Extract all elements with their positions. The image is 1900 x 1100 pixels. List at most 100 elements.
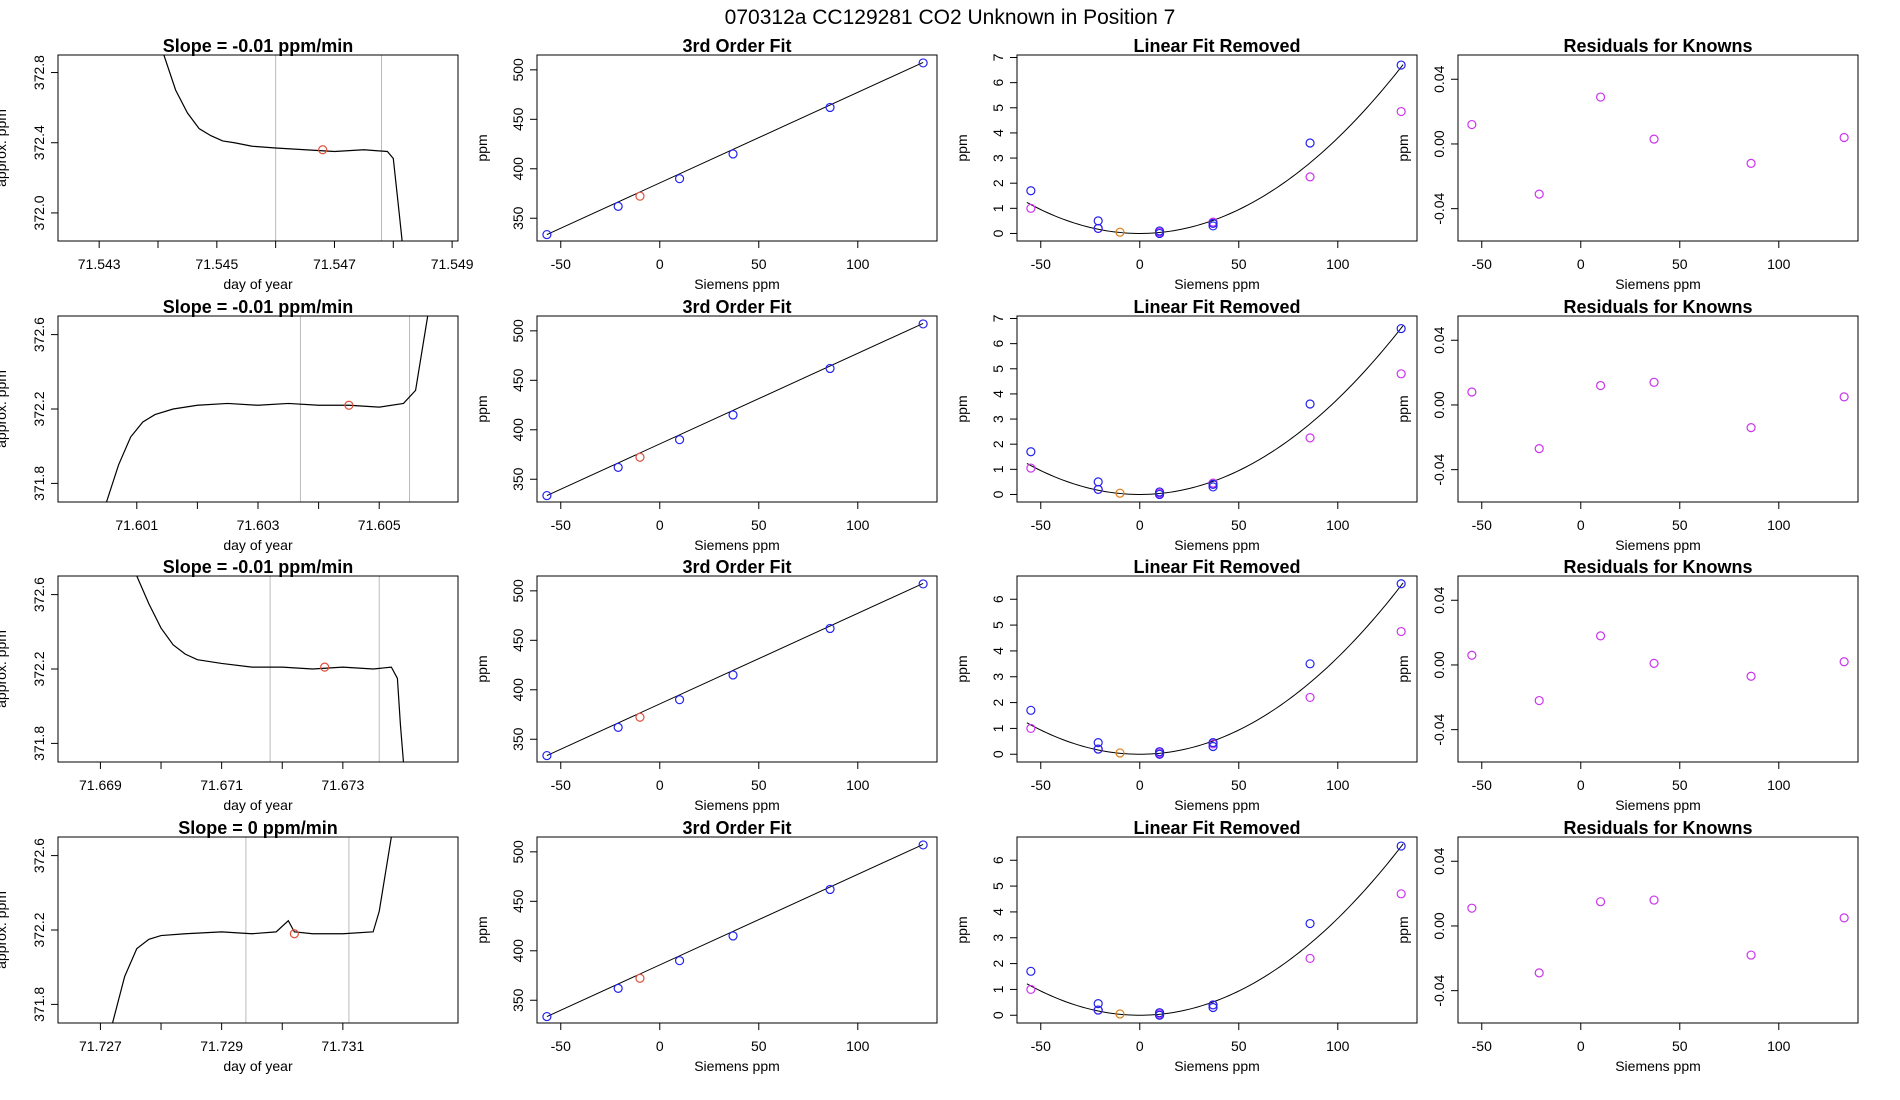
known-point xyxy=(1093,1005,1103,1015)
y-axis-label: ppm xyxy=(1395,655,1411,682)
y-tick-label: 0.04 xyxy=(1431,326,1447,353)
y-tick-label: 3 xyxy=(990,154,1006,162)
plot-frame xyxy=(57,315,459,503)
known-point xyxy=(1208,218,1218,229)
x-tick-label: -50 xyxy=(551,256,571,272)
known-point xyxy=(918,840,928,850)
residual-point xyxy=(1746,950,1756,960)
residual-point xyxy=(1534,444,1544,454)
y-tick-label: 3 xyxy=(990,934,1006,942)
panel-title: Linear Fit Removed xyxy=(1133,297,1300,317)
x-axis-label: day of year xyxy=(223,537,293,553)
panel-grid: Slope = -0.01 ppm/min day of year approx. … xyxy=(0,36,1859,1074)
y-tick-label: 372.6 xyxy=(31,838,47,873)
x-tick-label: 100 xyxy=(1326,517,1350,533)
x-tick-label: 0 xyxy=(1577,777,1585,793)
y-tick-label: 0.00 xyxy=(1431,130,1447,157)
y-tick-label: 500 xyxy=(510,579,526,603)
plot-area xyxy=(163,55,403,241)
plot-area xyxy=(542,319,928,501)
unknown-point xyxy=(635,452,645,462)
known-point xyxy=(1305,138,1315,148)
x-axis-label: day of year xyxy=(223,276,293,292)
x-tick-label: 100 xyxy=(1767,777,1791,793)
x-tick-label: 71.601 xyxy=(115,517,158,533)
known-point xyxy=(1093,999,1103,1009)
x-tick-label: 0 xyxy=(1577,256,1585,272)
x-tick-label: -50 xyxy=(1031,256,1051,272)
x-tick-label: 71.727 xyxy=(79,1038,122,1054)
fit-line xyxy=(546,582,924,757)
y-tick-label: 1 xyxy=(990,985,1006,993)
x-tick-label: -50 xyxy=(1472,777,1492,793)
known-point xyxy=(1154,489,1165,500)
x-tick-label: -50 xyxy=(1031,1038,1051,1054)
y-tick-label: 500 xyxy=(510,840,526,864)
y-tick-label: 0.00 xyxy=(1431,912,1447,939)
panel-2-0: Slope = -0.01 ppm/min day of year approx. … xyxy=(0,557,459,813)
plot-area xyxy=(1467,895,1849,978)
residual-point xyxy=(1595,92,1606,102)
y-tick-label: 372.2 xyxy=(31,391,47,426)
plot-area xyxy=(1467,631,1849,706)
x-tick-label: -50 xyxy=(1472,517,1492,533)
y-tick-label: 7 xyxy=(990,314,1006,322)
y-tick-label: 4 xyxy=(990,390,1006,398)
y-axis-label: approx. ppm xyxy=(0,109,9,187)
known-point xyxy=(1154,1010,1165,1020)
y-tick-label: 0.00 xyxy=(1431,651,1447,678)
unknown-point xyxy=(1115,227,1125,237)
x-axis-label: Siemens ppm xyxy=(1174,1058,1260,1074)
x-tick-label: 71.673 xyxy=(321,777,364,793)
known-point xyxy=(1208,1002,1218,1013)
plot-area xyxy=(111,837,392,1023)
x-tick-label: 71.729 xyxy=(200,1038,243,1054)
x-tick-label: 0 xyxy=(1136,517,1144,533)
plot-frame xyxy=(1457,315,1859,503)
panel-title: Linear Fit Removed xyxy=(1133,557,1300,577)
x-tick-label: -50 xyxy=(1472,1038,1492,1054)
x-tick-label: 50 xyxy=(1231,777,1247,793)
known-point xyxy=(542,490,552,501)
residual-point xyxy=(1534,695,1544,706)
panel-title: Slope = -0.01 ppm/min xyxy=(163,36,354,56)
y-axis-label: ppm xyxy=(474,655,490,682)
residual-point xyxy=(1746,671,1756,681)
y-axis-label: ppm xyxy=(1395,134,1411,161)
fit-line xyxy=(546,322,924,497)
residual-point xyxy=(1026,463,1036,473)
plot-frame xyxy=(1457,836,1859,1024)
plot-area xyxy=(1026,323,1406,500)
known-point xyxy=(1154,487,1165,497)
y-tick-label: 372.6 xyxy=(31,577,47,612)
y-tick-label: 372.4 xyxy=(31,125,47,160)
x-tick-label: 100 xyxy=(846,1038,870,1054)
residual-point xyxy=(1305,172,1315,182)
known-point xyxy=(1208,479,1218,490)
plot-frame xyxy=(536,315,938,503)
fit-curve xyxy=(1026,325,1404,495)
x-tick-label: -50 xyxy=(1031,517,1051,533)
known-point xyxy=(1305,659,1315,669)
fit-curve xyxy=(1026,582,1404,755)
y-tick-label: 372.2 xyxy=(31,912,47,947)
panel-title: 3rd Order Fit xyxy=(682,36,791,56)
y-tick-label: 1 xyxy=(990,724,1006,732)
x-tick-label: 50 xyxy=(1672,256,1688,272)
panel-3-3: Residuals for Knowns Siemens ppm ppm -50 0 50… xyxy=(1395,818,1859,1074)
y-tick-label: 3 xyxy=(990,673,1006,681)
known-point xyxy=(1396,323,1406,334)
panel-title: 3rd Order Fit xyxy=(682,818,791,838)
known-point xyxy=(1208,482,1218,492)
plot-frame xyxy=(1016,836,1418,1024)
known-point xyxy=(542,229,552,240)
x-tick-label: 0 xyxy=(1577,517,1585,533)
y-axis-label: approx. ppm xyxy=(0,630,9,708)
residual-point xyxy=(1026,723,1036,734)
y-tick-label: 400 xyxy=(510,418,526,442)
x-tick-label: 50 xyxy=(1672,777,1688,793)
y-tick-label: 450 xyxy=(510,107,526,131)
x-tick-label: 50 xyxy=(751,1038,767,1054)
